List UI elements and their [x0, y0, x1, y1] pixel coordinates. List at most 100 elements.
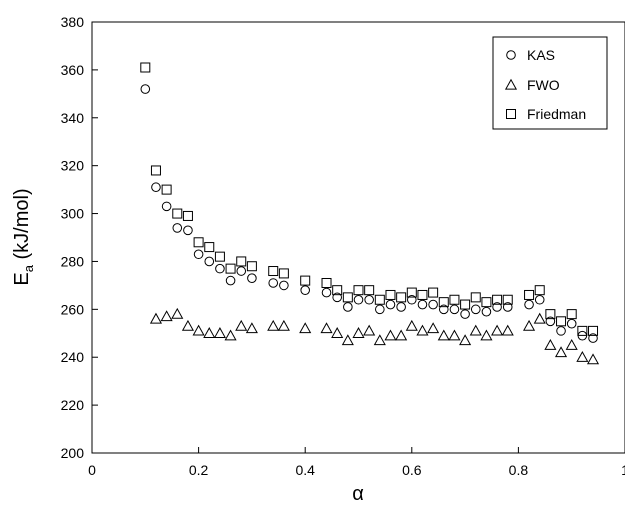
- fwo-point: [352, 327, 365, 338]
- fwo-point: [267, 319, 280, 331]
- fwo-point: [395, 329, 408, 341]
- friedman-point: [556, 316, 567, 327]
- y-axis-ticks: 200 220 240 260 280 300 320 340 360 380: [61, 14, 98, 461]
- fwo-point: [277, 319, 290, 331]
- y-tick-label: 240: [61, 349, 85, 365]
- kas-point: [332, 292, 342, 303]
- friedman-point: [566, 309, 577, 320]
- fwo-point: [448, 329, 461, 341]
- kas-point: [183, 225, 193, 236]
- fwo-point: [523, 319, 536, 331]
- fwo-point: [586, 353, 600, 365]
- fwo-point: [437, 329, 450, 341]
- friedman-point: [214, 251, 225, 262]
- fwo-point: [235, 319, 248, 331]
- fwo-point: [213, 327, 226, 338]
- friedman-point: [374, 294, 385, 305]
- y-tick-label: 340: [61, 110, 85, 126]
- friedman-point: [385, 289, 396, 300]
- friedman-point: [428, 287, 439, 298]
- kas-point: [172, 223, 183, 233]
- kas-point: [481, 306, 492, 317]
- friedman-point: [172, 208, 183, 219]
- kas-point: [225, 275, 236, 286]
- fwo-point: [491, 324, 504, 336]
- friedman-point: [406, 287, 417, 298]
- kas-point: [556, 326, 566, 336]
- friedman-point: [545, 309, 556, 320]
- fwo-point: [149, 312, 163, 324]
- kas-point: [161, 201, 172, 212]
- kas-point: [588, 333, 598, 343]
- legend-label-kas: KAS: [527, 47, 555, 63]
- fwo-point: [363, 324, 376, 336]
- legend-label-friedman: Friedman: [527, 106, 586, 122]
- kas-point: [460, 309, 470, 319]
- friedman-point: [332, 285, 343, 296]
- kas-point: [151, 182, 161, 193]
- kas-point: [407, 294, 417, 305]
- kas-point: [492, 302, 502, 312]
- friedman-point: [396, 292, 407, 303]
- fwo-point: [565, 339, 578, 350]
- kas-point: [247, 273, 257, 284]
- kas-point: [236, 266, 247, 276]
- friedman-point: [140, 62, 151, 73]
- legend-marker-kas: [506, 50, 516, 60]
- friedman-point: [204, 242, 215, 253]
- kas-point: [375, 304, 385, 315]
- y-tick-label: 300: [61, 206, 85, 222]
- kas-point: [204, 256, 215, 267]
- fwo-point: [373, 334, 386, 346]
- kas-point: [534, 294, 545, 305]
- fwo-point: [480, 329, 493, 341]
- y-tick-label: 200: [61, 445, 85, 461]
- kas-point: [417, 299, 428, 310]
- kas-point: [300, 285, 311, 295]
- friedman-point: [470, 292, 481, 303]
- fwo-point: [501, 324, 514, 336]
- y-tick-label: 260: [61, 301, 85, 317]
- friedman-point: [588, 325, 599, 336]
- friedman-point: [364, 285, 375, 296]
- kas-point: [215, 263, 225, 274]
- kas-point: [364, 294, 374, 305]
- fwo-point: [181, 319, 194, 331]
- legend-marker-friedman: [506, 109, 516, 119]
- fwo-point: [320, 322, 333, 334]
- legend-marker-fwo: [504, 78, 518, 90]
- y-tick-label: 220: [61, 397, 85, 413]
- fwo-point: [245, 322, 258, 334]
- kas-point: [396, 302, 406, 312]
- fwo-point: [416, 324, 429, 336]
- kas-point: [428, 299, 438, 310]
- friedman-point: [321, 277, 332, 288]
- fwo-point: [160, 310, 173, 322]
- friedman-point: [417, 289, 428, 300]
- fwo-point: [459, 334, 472, 346]
- fwo-point: [331, 327, 344, 338]
- friedman-point: [524, 289, 535, 300]
- kas-point: [321, 287, 332, 298]
- kas-point: [449, 304, 460, 315]
- kas-point: [268, 278, 279, 288]
- fwo-point: [576, 350, 589, 362]
- friedman-point: [481, 297, 492, 308]
- fwo-point: [384, 329, 397, 341]
- y-tick-label: 360: [61, 62, 85, 78]
- friedman-point: [300, 275, 311, 286]
- friedman-point: [460, 299, 471, 310]
- kas-point: [385, 299, 396, 310]
- kas-point: [502, 302, 513, 312]
- friedman-point: [236, 256, 247, 267]
- legend-label-fwo: FWO: [527, 77, 560, 93]
- x-axis-label: α: [352, 483, 364, 505]
- friedman-point: [449, 294, 460, 305]
- legend-markers: [504, 50, 518, 119]
- friedman-point: [268, 266, 279, 277]
- friedman-point: [161, 184, 172, 195]
- kas-point: [279, 280, 289, 291]
- kas-point: [343, 302, 353, 312]
- x-tick-label: 0: [88, 462, 96, 478]
